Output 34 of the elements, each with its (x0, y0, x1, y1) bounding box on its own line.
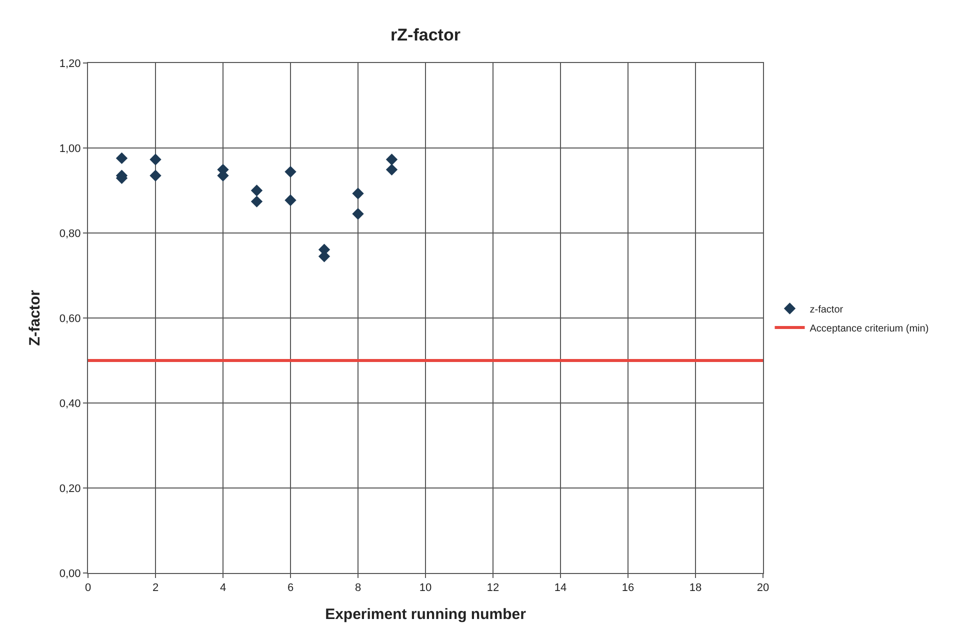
point (250, 184, 263, 196)
y-tick-label: 0,00 (59, 568, 81, 580)
point (150, 154, 162, 166)
x-tick-label: 20 (756, 582, 770, 594)
x-tick-label: 4 (220, 582, 226, 594)
y-tick-label: 0,60 (59, 312, 81, 325)
point (386, 164, 398, 176)
x-tick-label: 18 (689, 582, 702, 594)
x-tick-label: 10 (419, 582, 432, 594)
point (352, 188, 364, 200)
y-tick-label: 0,40 (59, 398, 81, 410)
y-tick-label: 0,80 (59, 228, 81, 240)
x-tick-label: 8 (354, 582, 362, 594)
x-tick-label: 16 (622, 582, 634, 594)
point (284, 194, 296, 206)
legend-label: z-factor (810, 304, 844, 316)
point (116, 152, 128, 164)
x-tick-label: 2 (152, 582, 159, 594)
y-tick-label: 0,20 (59, 482, 81, 495)
x-tick-label: 14 (554, 582, 567, 594)
y-tick-label: 1,00 (59, 142, 81, 155)
x-tick-label: 12 (486, 582, 500, 594)
point (150, 170, 162, 182)
x-tick-label: 6 (287, 582, 294, 594)
point (250, 196, 263, 208)
y-axis-title: Z-factor (26, 290, 44, 346)
point (284, 166, 296, 178)
y-tick-label: 1,20 (59, 58, 81, 70)
point (352, 208, 364, 220)
legend-label: Acceptance criterium (min) (810, 323, 929, 334)
point (386, 154, 398, 166)
chart-title: rZ-factor (390, 26, 461, 45)
x-tick-label: 0 (84, 582, 92, 594)
x-axis-title: Experiment running number (325, 606, 526, 624)
